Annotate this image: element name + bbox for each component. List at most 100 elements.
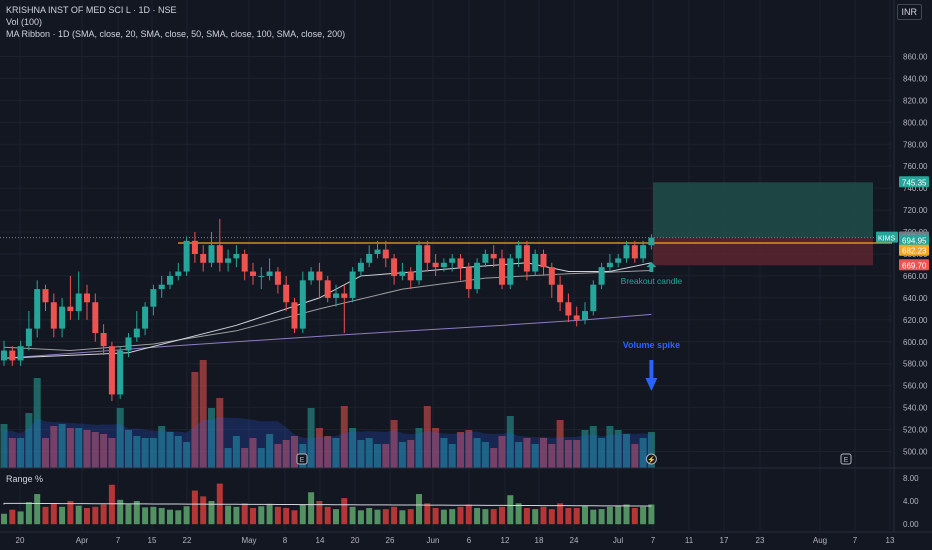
candle-body	[133, 328, 140, 338]
candle-body	[557, 284, 564, 303]
volume-bar	[440, 438, 448, 468]
price-label-box	[899, 234, 929, 246]
range-bar	[416, 494, 422, 525]
y-tick-label: 580.00	[903, 360, 928, 369]
position-zones	[0, 182, 892, 266]
volume-bar	[506, 416, 514, 468]
candle-body	[75, 293, 82, 312]
range-bar	[316, 501, 323, 525]
volume-legend[interactable]: Vol (100)	[6, 17, 43, 27]
volume-bar	[365, 438, 373, 468]
volume-bar	[407, 440, 415, 468]
x-tick-label: Apr	[76, 536, 89, 545]
breakout-label: Breakout candle	[621, 276, 683, 286]
range-bar	[67, 501, 74, 525]
candle-body	[573, 315, 580, 320]
candle-body	[507, 258, 514, 285]
price-label: 745.35	[902, 178, 927, 187]
range-bar	[233, 506, 240, 525]
volume-bar	[232, 436, 240, 468]
y-tick-label: 820.00	[903, 96, 928, 105]
range-pct-bars: 8.00 4.00 0.00	[1, 474, 919, 529]
candle-body	[499, 258, 505, 285]
volume-bar	[266, 434, 274, 468]
volume-bar	[249, 438, 257, 468]
volume-bar	[614, 430, 622, 468]
range-bar	[241, 503, 248, 525]
x-tick-label: 11	[685, 536, 694, 545]
range-bar	[349, 506, 356, 525]
range-bar	[108, 484, 115, 525]
x-tick-label: 22	[183, 536, 192, 545]
range-bar	[1, 513, 7, 525]
volume-bar	[490, 448, 498, 468]
range-bar	[133, 501, 140, 525]
volume-bar	[498, 436, 506, 468]
price-label-box	[899, 244, 929, 256]
range-bar	[523, 507, 530, 525]
y-tick-label: 780.00	[903, 140, 928, 149]
x-tick-label: 7	[116, 536, 121, 545]
ma-ribbon-legend[interactable]: MA Ribbon · 1D (SMA, close, 20, SMA, clo…	[6, 29, 346, 39]
range-bar	[424, 503, 431, 525]
range-bar	[50, 503, 57, 525]
volume-bar	[141, 438, 149, 468]
volume-spike-arrow	[645, 360, 658, 391]
candle-body	[357, 262, 364, 272]
currency-button[interactable]: INR	[896, 4, 922, 20]
x-tick-label: 12	[501, 536, 510, 545]
volume-bar	[307, 408, 315, 468]
range-bar	[540, 506, 547, 525]
range-bar	[9, 509, 16, 525]
volume-bar	[398, 442, 406, 468]
candle-body	[490, 253, 497, 259]
volume-bar	[432, 428, 440, 468]
range-bar	[175, 510, 182, 525]
volume-bar	[573, 440, 581, 468]
volume-bar	[623, 434, 630, 468]
candle-body	[283, 284, 290, 303]
range-bar	[606, 506, 613, 525]
candle-body	[432, 262, 439, 268]
bolt-icon-glyph: ⚡	[647, 455, 656, 464]
volume-bar	[291, 436, 298, 468]
symbol-title[interactable]: KRISHNA INST OF MED SCI L · 1D · NSE	[6, 5, 177, 15]
range-bar	[640, 506, 647, 525]
candle-body	[324, 280, 331, 298]
x-tick-label: 18	[535, 536, 544, 545]
candle-body	[108, 346, 115, 395]
candles	[1, 218, 655, 402]
range-bar	[117, 499, 124, 525]
volume-bar	[631, 444, 639, 468]
x-tick-label: 15	[148, 536, 157, 545]
candle-body	[407, 271, 414, 281]
range-bar	[407, 509, 414, 525]
volume-bar	[75, 428, 83, 468]
volume-bar	[606, 426, 614, 468]
range-bar	[333, 509, 339, 525]
candle-body	[274, 271, 281, 285]
y-tick-label: 800.00	[903, 118, 928, 127]
y-tick-label: 660.00	[903, 272, 928, 281]
range-bar	[266, 503, 273, 525]
y-tick-label: 860.00	[903, 52, 928, 61]
range-indicator-title[interactable]: Range %	[6, 474, 44, 484]
volume-bar	[116, 408, 124, 468]
candle-body	[640, 245, 647, 259]
y-tick-label: 600.00	[903, 338, 928, 347]
candle-body	[216, 245, 223, 263]
candle-body	[9, 350, 16, 361]
candle-body	[200, 253, 207, 263]
range-bar	[482, 509, 489, 525]
range-bar	[573, 507, 580, 525]
volume-bar	[199, 360, 207, 468]
volume-bar	[83, 430, 91, 468]
candle-body	[308, 271, 315, 281]
candle-body	[92, 302, 99, 333]
range-bar	[490, 509, 497, 525]
volume-bar	[581, 430, 589, 468]
range-bar	[631, 507, 638, 525]
range-bar	[299, 504, 306, 525]
range-bar	[75, 505, 82, 525]
